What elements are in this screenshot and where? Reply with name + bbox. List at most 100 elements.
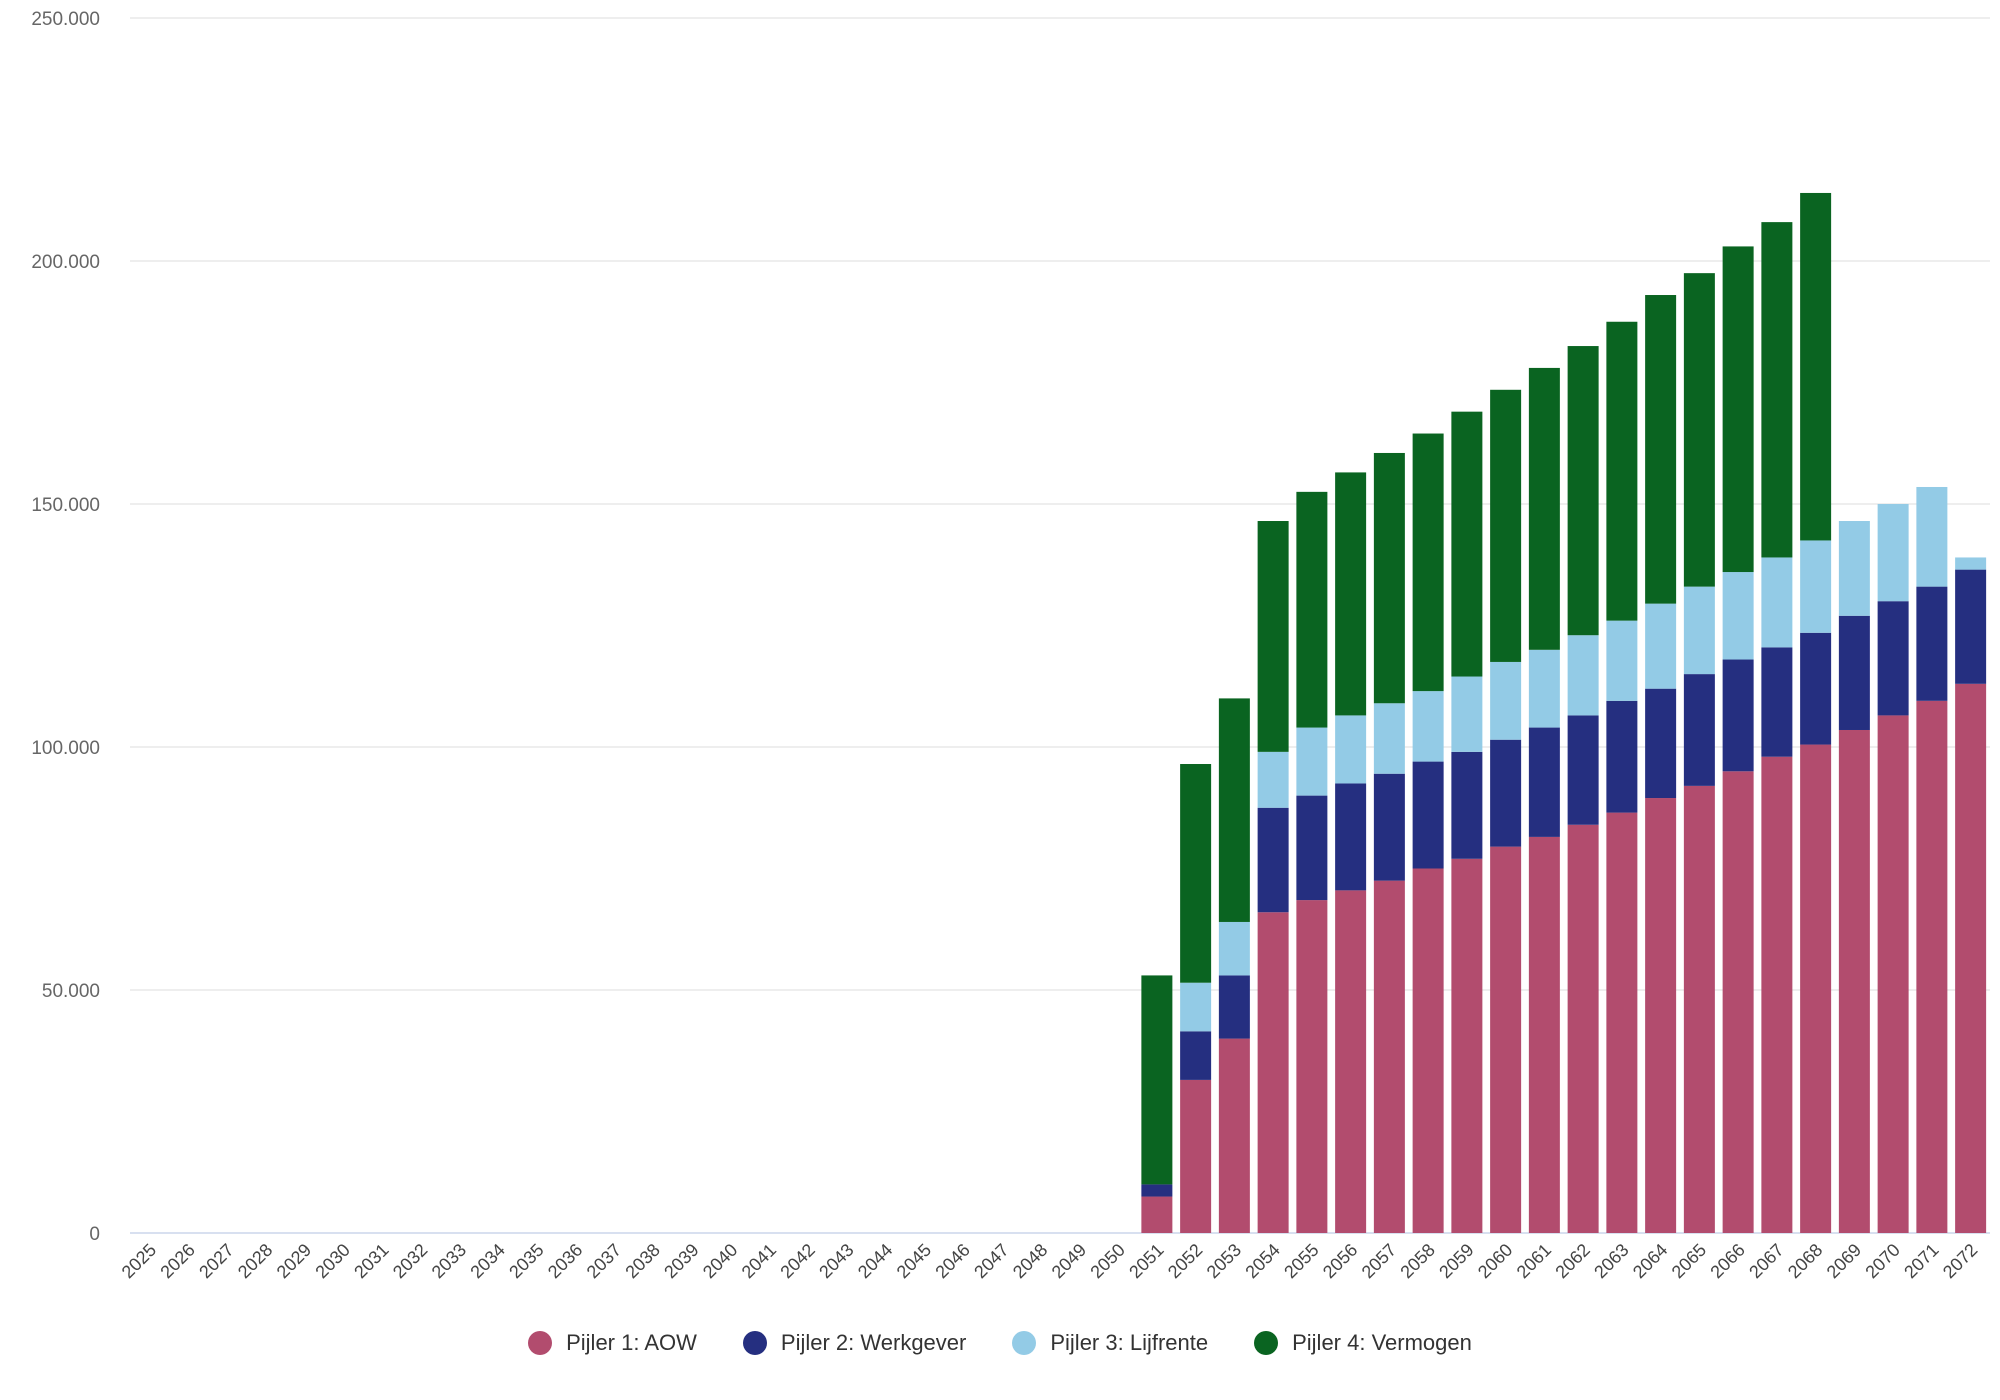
bar-segment-pijler-3-2065	[1683, 586, 1715, 675]
x-tick-label-2045: 2045	[893, 1240, 935, 1282]
bar-segment-pijler-4-2060	[1490, 389, 1522, 662]
y-tick-label: 0	[89, 1224, 100, 1245]
x-tick-label-2061: 2061	[1513, 1240, 1555, 1282]
bar-segment-pijler-1-2058	[1412, 868, 1444, 1233]
bar-segment-pijler-3-2062	[1567, 635, 1599, 716]
x-tick-label-2035: 2035	[505, 1240, 547, 1282]
bar-segment-pijler-4-2067	[1761, 222, 1793, 558]
bar-segment-pijler-2-2059	[1451, 751, 1483, 859]
bar-segment-pijler-1-2071	[1916, 700, 1948, 1233]
bar-segment-pijler-1-2054	[1257, 912, 1289, 1233]
x-tick-label-2042: 2042	[776, 1240, 818, 1282]
bar-segment-pijler-4-2053	[1218, 698, 1250, 922]
x-tick-label-2063: 2063	[1590, 1240, 1632, 1282]
bar-segment-pijler-4-2056	[1335, 472, 1367, 716]
legend-swatch-pijler-2	[742, 1331, 767, 1355]
bar-segment-pijler-2-2055	[1296, 795, 1328, 901]
bar-segment-pijler-2-2072	[1955, 569, 1987, 684]
bar-segment-pijler-2-2056	[1335, 783, 1367, 891]
bar-segment-pijler-3-2071	[1916, 486, 1948, 587]
bar-segment-pijler-1-2060	[1490, 846, 1522, 1233]
bar-segment-pijler-3-2064	[1645, 603, 1677, 689]
x-tick-label-2026: 2026	[156, 1240, 198, 1282]
x-tick-label-2072: 2072	[1939, 1240, 1981, 1282]
bar-segment-pijler-2-2071	[1916, 586, 1948, 701]
bar-segment-pijler-2-2052	[1180, 1031, 1212, 1080]
x-tick-label-2051: 2051	[1125, 1240, 1167, 1282]
x-tick-label-2054: 2054	[1241, 1240, 1283, 1282]
legend-label-pijler-2: Pijler 2: Werkgever	[780, 1330, 967, 1355]
bar-segment-pijler-1-2061	[1528, 836, 1560, 1233]
x-tick-label-2052: 2052	[1164, 1240, 1206, 1282]
bar-segment-pijler-3-2067	[1761, 557, 1793, 648]
bar-segment-pijler-2-2063	[1606, 700, 1638, 813]
y-tick-label: 250.000	[31, 9, 100, 30]
bar-segment-pijler-1-2072	[1955, 683, 1987, 1233]
bar-segment-pijler-2-2062	[1567, 715, 1599, 825]
y-tick-label: 200.000	[31, 252, 100, 273]
bar-segment-pijler-3-2069	[1838, 521, 1870, 616]
bar-segment-pijler-3-2070	[1877, 504, 1909, 602]
x-tick-label-2028: 2028	[234, 1240, 276, 1282]
legend-label-pijler-3: Pijler 3: Lijfrente	[1050, 1330, 1209, 1355]
x-tick-label-2034: 2034	[466, 1240, 508, 1282]
legend-item-pijler-1[interactable]: Pijler 1: AOW	[528, 1330, 697, 1356]
bar-segment-pijler-2-2051	[1141, 1184, 1173, 1197]
bar-segment-pijler-4-2061	[1528, 367, 1560, 650]
bar-segment-pijler-1-2051	[1141, 1196, 1173, 1233]
legend-item-pijler-4[interactable]: Pijler 4: Vermogen	[1254, 1330, 1472, 1356]
x-tick-label-2057: 2057	[1358, 1240, 1400, 1282]
x-tick-label-2049: 2049	[1048, 1240, 1090, 1282]
bar-segment-pijler-2-2070	[1877, 601, 1909, 716]
chart-svg: 050.000100.000150.000200.000250.00020252…	[31, 9, 1990, 1282]
x-tick-label-2062: 2062	[1551, 1240, 1593, 1282]
bar-segment-pijler-4-2065	[1683, 273, 1715, 587]
bar-segment-pijler-1-2052	[1180, 1079, 1212, 1233]
bar-segment-pijler-3-2058	[1412, 691, 1444, 762]
x-tick-label-2050: 2050	[1086, 1240, 1128, 1282]
bar-segment-pijler-3-2052	[1180, 982, 1212, 1032]
bar-segment-pijler-1-2053	[1218, 1038, 1250, 1233]
x-tick-label-2053: 2053	[1203, 1240, 1245, 1282]
bar-segment-pijler-3-2055	[1296, 727, 1328, 796]
bar-segment-pijler-1-2062	[1567, 824, 1599, 1233]
bar-segment-pijler-2-2065	[1683, 674, 1715, 786]
bar-segment-pijler-4-2057	[1373, 452, 1405, 704]
legend-item-pijler-3[interactable]: Pijler 3: Lijfrente	[1012, 1330, 1208, 1356]
legend-item-pijler-2[interactable]: Pijler 2: Werkgever	[742, 1330, 967, 1356]
x-tick-label-2033: 2033	[428, 1240, 470, 1282]
x-tick-label-2040: 2040	[699, 1240, 741, 1282]
legend-label-pijler-1: Pijler 1: AOW	[566, 1330, 697, 1355]
bar-segment-pijler-1-2063	[1606, 812, 1638, 1233]
legend-swatch-pijler-1	[528, 1331, 553, 1355]
bar-segment-pijler-4-2066	[1722, 246, 1754, 573]
bar-segment-pijler-3-2066	[1722, 572, 1754, 660]
bar-segment-pijler-3-2059	[1451, 676, 1483, 752]
legend-swatch-pijler-3	[1012, 1331, 1037, 1355]
x-tick-label-2048: 2048	[1009, 1240, 1051, 1282]
bar-segment-pijler-3-2063	[1606, 620, 1638, 701]
x-tick-label-2027: 2027	[195, 1240, 237, 1282]
bar-segment-pijler-4-2064	[1645, 295, 1677, 604]
x-tick-label-2060: 2060	[1474, 1240, 1516, 1282]
bar-segment-pijler-3-2072	[1955, 557, 1987, 570]
bar-segment-pijler-4-2051	[1141, 975, 1173, 1185]
x-tick-label-2056: 2056	[1319, 1240, 1361, 1282]
x-tick-label-2058: 2058	[1396, 1240, 1438, 1282]
y-tick-label: 50.000	[42, 981, 100, 1002]
y-tick-label: 150.000	[31, 495, 100, 516]
bar-segment-pijler-1-2068	[1800, 744, 1832, 1233]
bar-segment-pijler-3-2054	[1257, 751, 1289, 808]
x-tick-label-2030: 2030	[311, 1240, 353, 1282]
bar-segment-pijler-1-2067	[1761, 756, 1793, 1233]
bar-segment-pijler-3-2060	[1490, 661, 1522, 740]
bar-segment-pijler-4-2068	[1800, 192, 1832, 541]
x-tick-label-2059: 2059	[1435, 1240, 1477, 1282]
bar-segment-pijler-2-2057	[1373, 773, 1405, 881]
x-tick-label-2070: 2070	[1861, 1240, 1903, 1282]
x-tick-label-2039: 2039	[660, 1240, 702, 1282]
bar-segment-pijler-4-2062	[1567, 346, 1599, 636]
bar-segment-pijler-3-2057	[1373, 703, 1405, 774]
bar-segment-pijler-1-2065	[1683, 785, 1715, 1233]
x-tick-label-2064: 2064	[1629, 1240, 1671, 1282]
